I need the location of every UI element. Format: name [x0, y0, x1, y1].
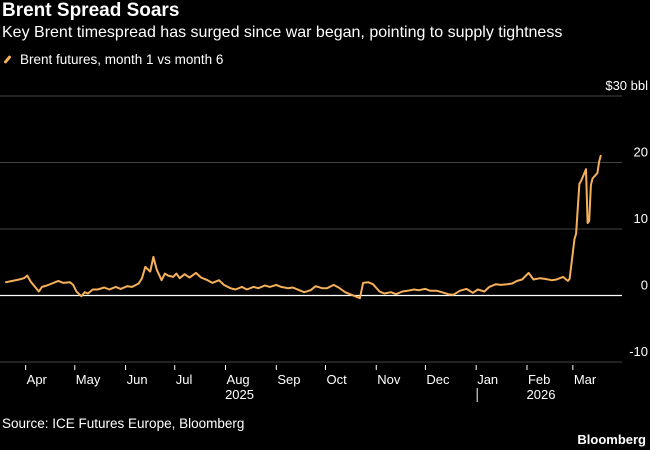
x-tick-label: Jun: [127, 372, 148, 387]
x-year-label: 2026: [527, 387, 556, 402]
x-tick-label: May: [76, 372, 101, 387]
legend-label: Brent futures, month 1 vs month 6: [20, 52, 224, 67]
y-tick-label: $30 bbl: [605, 78, 648, 93]
series-line-brent-spread: [5, 154, 602, 300]
x-tick-label: Feb: [528, 372, 550, 387]
x-tick-label: Mar: [574, 372, 597, 387]
y-axis-ticks: $30 bbl 20 10 0 -10: [605, 78, 648, 359]
x-tick-label: Oct: [326, 372, 347, 387]
grid-lines: [0, 95, 622, 363]
x-tick-label: Sep: [277, 372, 300, 387]
x-tick-label: Apr: [27, 372, 48, 387]
line-chart: $30 bbl 20 10 0 -10 Apr May Jun Jul Aug Sep Oct Nov…: [0, 78, 648, 402]
x-tick-label: Dec: [426, 372, 450, 387]
x-tick-label: Jul: [176, 372, 193, 387]
y-tick-label: 20: [634, 145, 648, 160]
chart-subtitle: Key Brent timespread has surged since wa…: [2, 24, 563, 41]
y-tick-label: -10: [629, 344, 648, 359]
source-note: Source: ICE Futures Europe, Bloomberg: [2, 416, 245, 431]
y-tick-label: 10: [634, 211, 648, 226]
series-layer: [5, 154, 602, 300]
x-tick-label: Jan: [477, 372, 498, 387]
bloomberg-logo: Bloomberg: [577, 432, 646, 447]
chart-title: Brent Spread Soars: [2, 0, 180, 21]
x-tick-label: Nov: [377, 372, 401, 387]
y-tick-label: 0: [641, 278, 648, 293]
legend: Brent futures, month 1 vs month 6: [2, 52, 223, 67]
x-tick-label: Aug: [227, 372, 250, 387]
x-axis-ticks: Apr May Jun Jul Aug Sep Oct Nov Dec Jan Feb Mar 2025…: [25, 365, 597, 402]
x-year-label: 2025: [225, 387, 254, 402]
